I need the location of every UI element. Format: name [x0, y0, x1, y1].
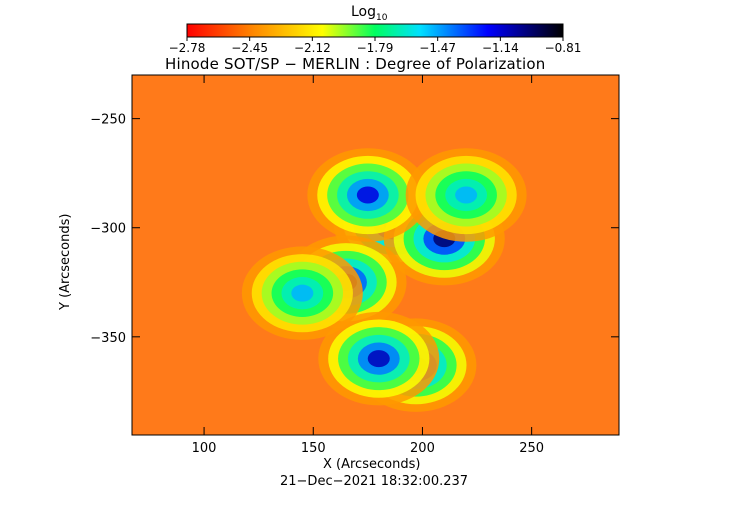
y-tick-label: −250 — [90, 113, 126, 128]
colorbar-ticks: −2.78 −2.45 −2.12 −1.79 −1.47 −1.14 −0.81 — [169, 37, 582, 55]
y-tick-label: −300 — [90, 222, 126, 237]
colorbar-title: Log10 — [351, 4, 388, 23]
heatmap-region — [455, 186, 478, 204]
chart-title: Hinode SOT/SP − MERLIN : Degree of Polar… — [165, 55, 546, 73]
colorbar-tick-label: −1.47 — [419, 41, 456, 55]
timestamp: 21−Dec−2021 18:32:00.237 — [280, 474, 469, 489]
colorbar-tick-label: −2.12 — [294, 41, 331, 55]
colorbar — [186, 23, 564, 38]
y-tick-label: −350 — [90, 331, 126, 346]
heatmap-features — [241, 148, 527, 412]
plot-frame — [131, 74, 620, 436]
heatmap-region — [291, 284, 314, 302]
colorbar-tick-label: −0.81 — [545, 41, 582, 55]
x-tick-label: 100 — [192, 441, 217, 456]
x-tick-label: 200 — [410, 441, 435, 456]
heatmap-region — [367, 350, 390, 368]
y-axis-label: Y (Arcseconds) — [58, 213, 73, 310]
heatmap-area — [132, 75, 619, 435]
axes: 100 150 200 250 −250 −300 −350 — [90, 75, 619, 456]
colorbar-tick-label: −2.45 — [231, 41, 268, 55]
colorbar-tick-label: −1.14 — [482, 41, 519, 55]
heatmap-region — [356, 186, 379, 204]
colorbar-tick-label: −2.78 — [169, 41, 206, 55]
x-axis-label: X (Arcseconds) — [323, 457, 421, 472]
colorbar-tick-label: −1.79 — [357, 41, 394, 55]
x-tick-label: 150 — [301, 441, 326, 456]
x-tick-label: 250 — [519, 441, 544, 456]
